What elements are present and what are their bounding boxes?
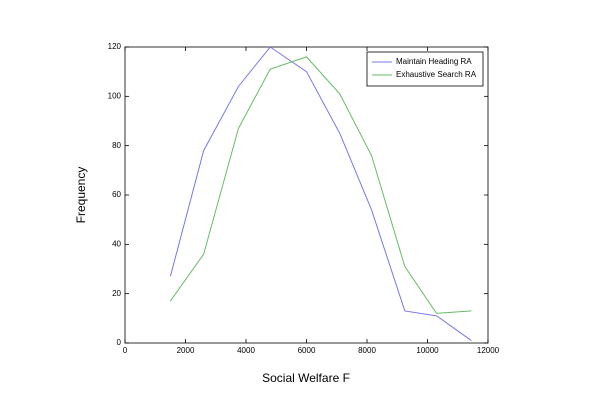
- x-tick-label: 4000: [237, 346, 255, 355]
- x-tick-label: 6000: [298, 346, 316, 355]
- x-tick-label: 8000: [358, 346, 376, 355]
- x-axis-label: Social Welfare F: [262, 371, 350, 385]
- x-tick-label: 10000: [416, 346, 439, 355]
- y-tick-label: 120: [108, 42, 122, 51]
- series-line: [169, 56, 472, 314]
- y-tick-label: 80: [112, 141, 121, 150]
- y-tick-label: 0: [117, 338, 122, 347]
- x-tick-label: 12000: [477, 346, 500, 355]
- x-tick-label: 2000: [177, 346, 195, 355]
- y-axis-label: Frequency: [74, 167, 88, 224]
- y-tick-label: 20: [112, 289, 121, 298]
- legend-box: [366, 51, 484, 87]
- y-tick-label: 100: [108, 91, 122, 100]
- legend-label: Exhaustive Search RA: [396, 70, 477, 79]
- y-tick-label: 60: [112, 190, 121, 199]
- series-line: [169, 46, 472, 341]
- x-tick-label: 0: [123, 346, 128, 355]
- y-tick-label: 40: [112, 239, 121, 248]
- legend-label: Maintain Heading RA: [396, 57, 472, 66]
